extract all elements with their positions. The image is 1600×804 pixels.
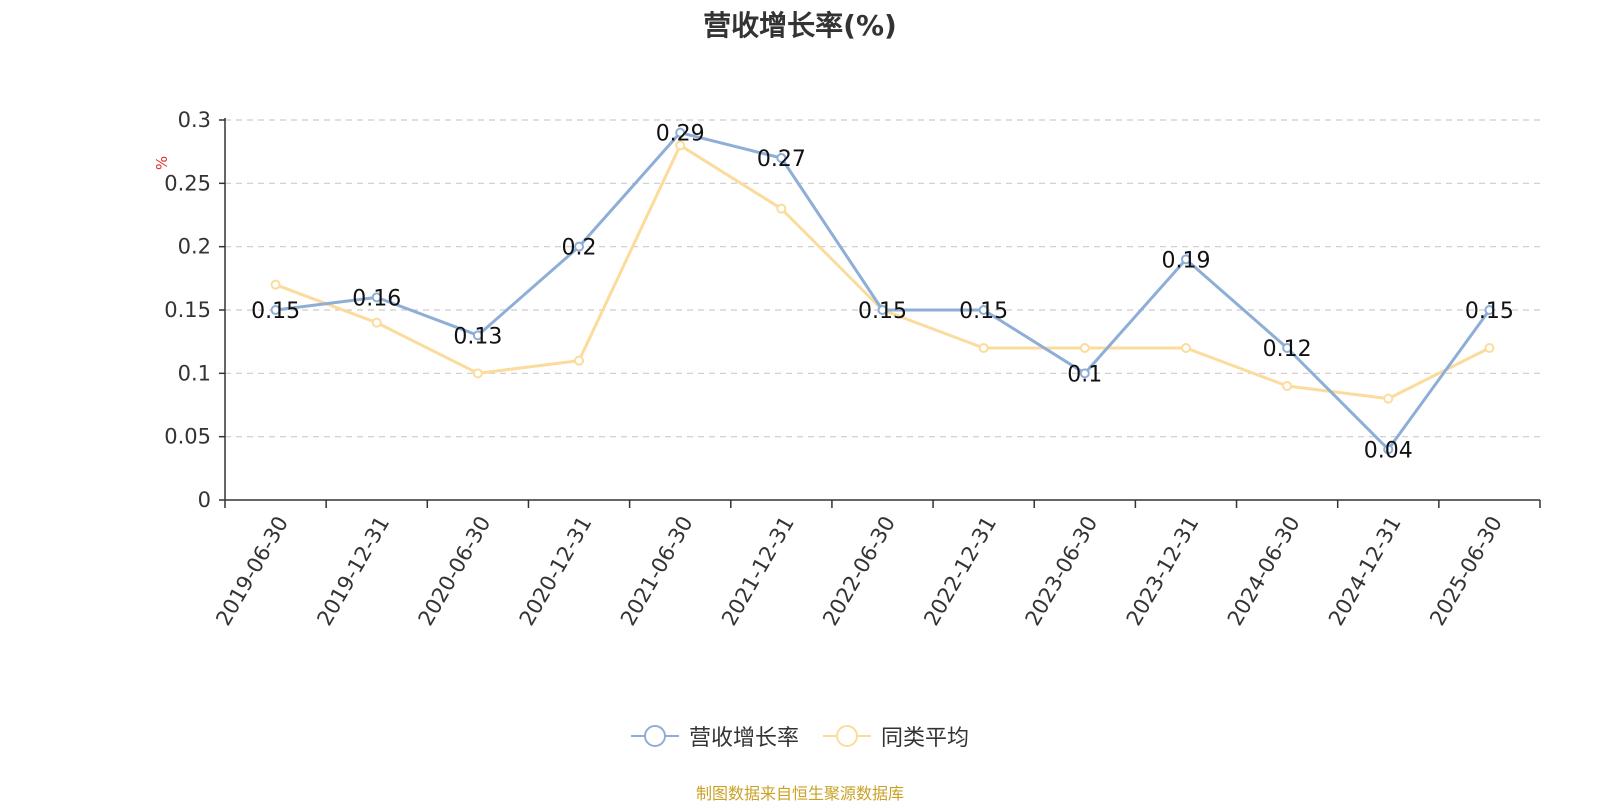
x-tick-label: 2023-06-30 bbox=[1020, 512, 1102, 630]
chart-title: 营收增长率(%) bbox=[703, 9, 897, 42]
legend-marker-icon bbox=[630, 725, 679, 747]
y-tick-label: 0.25 bbox=[164, 171, 211, 195]
legend: 营收增长率 同类平均 bbox=[0, 720, 1600, 752]
grid-lines bbox=[225, 119, 1540, 438]
data-labels: 0.15 0.16 0.13 0.2 0.29 0.27 0.15 0.15 0.1 0.19 0.… bbox=[251, 122, 1514, 464]
series-line-1 bbox=[275, 131, 1491, 451]
data-label: 0.15 bbox=[1465, 299, 1514, 324]
series-lines bbox=[270, 127, 1495, 455]
data-label: 0.15 bbox=[251, 299, 300, 324]
data-point bbox=[978, 343, 989, 353]
data-point bbox=[270, 305, 281, 315]
data-point bbox=[978, 305, 989, 315]
data-point bbox=[877, 305, 888, 315]
data-point bbox=[472, 368, 483, 379]
x-tick-label: 2021-12-31 bbox=[717, 512, 799, 630]
legend-label: 营收增长率 bbox=[688, 726, 799, 751]
legend-marker-icon bbox=[823, 725, 871, 747]
data-point bbox=[371, 317, 382, 328]
data-label: 0.04 bbox=[1364, 438, 1413, 463]
legend-item-series-2[interactable]: 同类平均 bbox=[823, 720, 969, 752]
data-point bbox=[1180, 254, 1191, 265]
data-point bbox=[776, 203, 787, 214]
data-label: 0.29 bbox=[656, 122, 705, 147]
x-tick-label: 2023-12-31 bbox=[1122, 512, 1204, 630]
data-point bbox=[1282, 343, 1293, 353]
data-point bbox=[574, 355, 585, 366]
x-tick-label: 2024-12-31 bbox=[1324, 512, 1406, 630]
data-point bbox=[1079, 343, 1090, 353]
data-point bbox=[675, 140, 686, 151]
y-tick-label: 0.05 bbox=[164, 425, 211, 449]
data-point bbox=[371, 292, 382, 303]
data-label: 0.27 bbox=[757, 147, 806, 172]
data-point bbox=[675, 127, 686, 138]
data-label: 0.12 bbox=[1263, 337, 1312, 362]
legend-item-series-1[interactable]: 营收增长率 bbox=[630, 720, 799, 752]
y-tick-label: 0.1 bbox=[178, 361, 211, 385]
x-tick-label: 2022-12-31 bbox=[919, 512, 1001, 630]
x-tick-label: 2021-06-30 bbox=[616, 512, 698, 630]
data-label: 0.2 bbox=[562, 236, 597, 261]
data-point bbox=[1383, 444, 1394, 455]
data-label: 0.16 bbox=[352, 286, 401, 311]
x-tick-label: 2025-06-30 bbox=[1425, 512, 1507, 630]
x-tick-label: 2019-12-31 bbox=[312, 512, 394, 630]
legend-label: 同类平均 bbox=[881, 726, 970, 751]
data-point bbox=[1383, 393, 1394, 404]
data-point bbox=[472, 330, 483, 341]
data-label: 0.19 bbox=[1161, 248, 1210, 273]
x-tick-label: 2019-06-30 bbox=[211, 512, 293, 630]
y-axis-unit-label: % bbox=[153, 156, 171, 170]
y-tick-label: 0 bbox=[198, 488, 211, 512]
data-label: 0.13 bbox=[453, 324, 502, 349]
data-point bbox=[1079, 368, 1090, 379]
y-tick-label: 0.2 bbox=[178, 235, 211, 259]
x-tick-label: 2020-12-31 bbox=[515, 512, 597, 630]
data-label: 0.15 bbox=[858, 299, 907, 324]
data-point bbox=[776, 153, 787, 163]
axes: 0 0.05 0.1 0.15 0.2 0.25 0.3% 2019-06-30 2019-12… bbox=[153, 108, 1541, 630]
x-tick-label: 2022-06-30 bbox=[818, 512, 900, 630]
data-point bbox=[1484, 305, 1495, 315]
data-point bbox=[1484, 343, 1495, 353]
data-label: 0.15 bbox=[959, 299, 1008, 324]
data-point bbox=[270, 279, 281, 290]
data-point bbox=[1180, 343, 1191, 353]
y-tick-label: 0.15 bbox=[164, 298, 211, 322]
data-point bbox=[574, 241, 585, 252]
data-label: 0.1 bbox=[1067, 362, 1102, 387]
x-tick-label: 2024-06-30 bbox=[1223, 512, 1305, 630]
y-tick-label: 0.3 bbox=[178, 108, 211, 132]
x-tick-label: 2020-06-30 bbox=[414, 512, 496, 630]
source-note: 制图数据来自恒生聚源数据库 bbox=[695, 784, 904, 803]
data-point bbox=[1282, 381, 1293, 391]
